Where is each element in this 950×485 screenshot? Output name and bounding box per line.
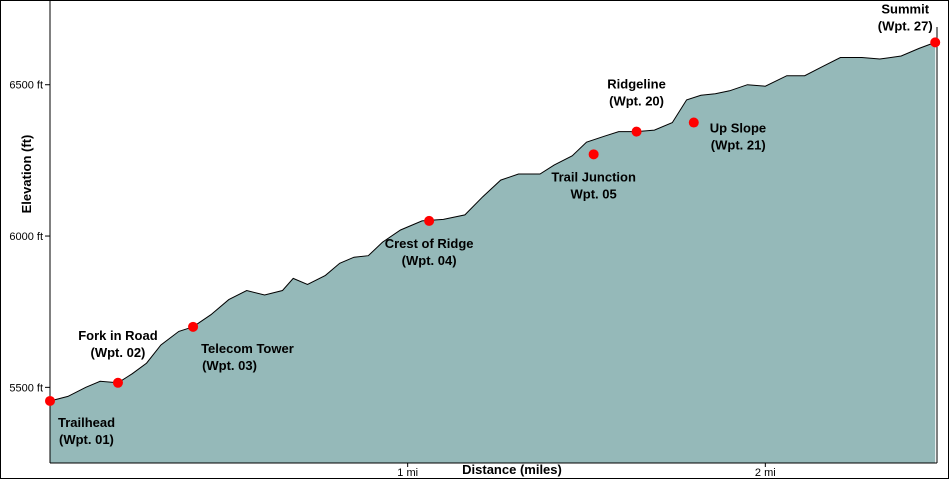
waypoint-marker bbox=[45, 395, 55, 406]
waypoint-marker bbox=[631, 126, 642, 137]
waypoint-id: (Wpt. 27) bbox=[878, 18, 933, 33]
waypoint-name: Trail Junction bbox=[551, 169, 636, 184]
elevation-area bbox=[50, 42, 936, 464]
waypoint-marker bbox=[112, 377, 123, 388]
waypoint-name: Fork in Road bbox=[78, 328, 158, 343]
waypoint-marker bbox=[930, 37, 941, 48]
x-tick-label: 1 mi bbox=[397, 467, 418, 479]
waypoint-id: (Wpt. 21) bbox=[711, 138, 766, 153]
waypoint-id: Wpt. 05 bbox=[571, 186, 617, 201]
y-axis-title: Elevation (ft) bbox=[19, 135, 34, 214]
y-tick-label: 6500 ft bbox=[9, 80, 43, 92]
waypoint-marker bbox=[588, 149, 599, 160]
waypoint-marker bbox=[688, 117, 699, 128]
y-tick-label: 5500 ft bbox=[9, 382, 43, 394]
waypoint-marker bbox=[424, 215, 435, 226]
waypoint-name: Crest of Ridge bbox=[385, 236, 474, 251]
waypoint-name: Summit bbox=[881, 1, 929, 16]
x-tick-label: 2 mi bbox=[755, 467, 776, 479]
waypoint-id: (Wpt. 01) bbox=[59, 432, 114, 447]
axis-layer: 5500 ft 6000 ft 6500 ft 1 mi 2 mi bbox=[9, 0, 938, 479]
waypoint-id: (Wpt. 02) bbox=[91, 345, 146, 360]
waypoint-name: Trailhead bbox=[58, 415, 115, 430]
waypoint-id: (Wpt. 04) bbox=[402, 253, 457, 268]
marker-layer: Trailhead (Wpt. 01) Fork in Road (Wpt. 02) T… bbox=[45, 1, 941, 447]
waypoint-name: Ridgeline bbox=[607, 77, 666, 92]
x-axis-title: Distance (miles) bbox=[462, 462, 562, 477]
waypoint-marker bbox=[188, 321, 199, 332]
waypoint-id: (Wpt. 20) bbox=[609, 94, 664, 109]
waypoint-id: (Wpt. 03) bbox=[202, 358, 257, 373]
waypoint-name: Telecom Tower bbox=[201, 341, 294, 356]
waypoint-name: Up Slope bbox=[710, 121, 766, 136]
y-tick-label: 6000 ft bbox=[9, 231, 43, 243]
